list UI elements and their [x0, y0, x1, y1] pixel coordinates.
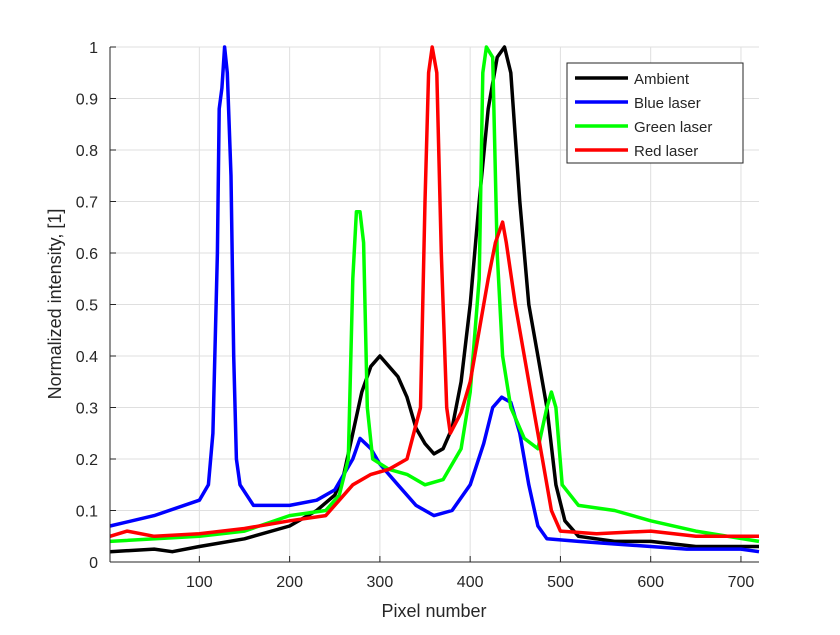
series-line-green-laser — [109, 45, 760, 544]
x-tick-label: 700 — [728, 574, 755, 591]
y-tick-label: 0.2 — [76, 452, 98, 469]
legend: Ambient Blue laser Green laser Red laser — [566, 62, 744, 164]
y-tick-label: 0 — [89, 555, 98, 572]
x-tick-label: 400 — [457, 574, 484, 591]
x-tick-label: 500 — [547, 574, 574, 591]
x-axis-label: Pixel number — [381, 601, 486, 621]
series-line-ambient — [109, 45, 759, 554]
x-tick-label: 600 — [637, 574, 664, 591]
y-tick-label: 0.7 — [76, 195, 98, 212]
legend-label: Blue laser — [634, 95, 701, 112]
y-tick-label: 0.1 — [76, 504, 98, 521]
series-line-red-laser — [109, 45, 759, 539]
series-lines — [109, 45, 760, 554]
y-tick-label: 1 — [89, 40, 98, 57]
axes — [109, 46, 759, 563]
y-tick-label: 0.5 — [76, 298, 98, 315]
series-line-blue-laser — [109, 45, 760, 554]
x-tick-label: 200 — [276, 574, 303, 591]
y-tick-label: 0.3 — [76, 401, 98, 418]
tick-labels: 100 200 300 400 500 600 700 0 0.1 0.2 0.3 0.4 0.5 0.6… — [76, 40, 755, 591]
x-tick-label: 300 — [367, 574, 394, 591]
legend-label: Ambient — [634, 71, 690, 88]
x-tick-label: 100 — [186, 574, 213, 591]
y-tick-label: 0.9 — [76, 92, 98, 109]
y-axis-label: Normalized intensity, [1] — [45, 209, 65, 400]
y-tick-label: 0.6 — [76, 246, 98, 263]
legend-label: Green laser — [634, 119, 712, 136]
y-tick-label: 0.8 — [76, 143, 98, 160]
legend-label: Red laser — [634, 143, 698, 160]
y-tick-label: 0.4 — [76, 349, 98, 366]
